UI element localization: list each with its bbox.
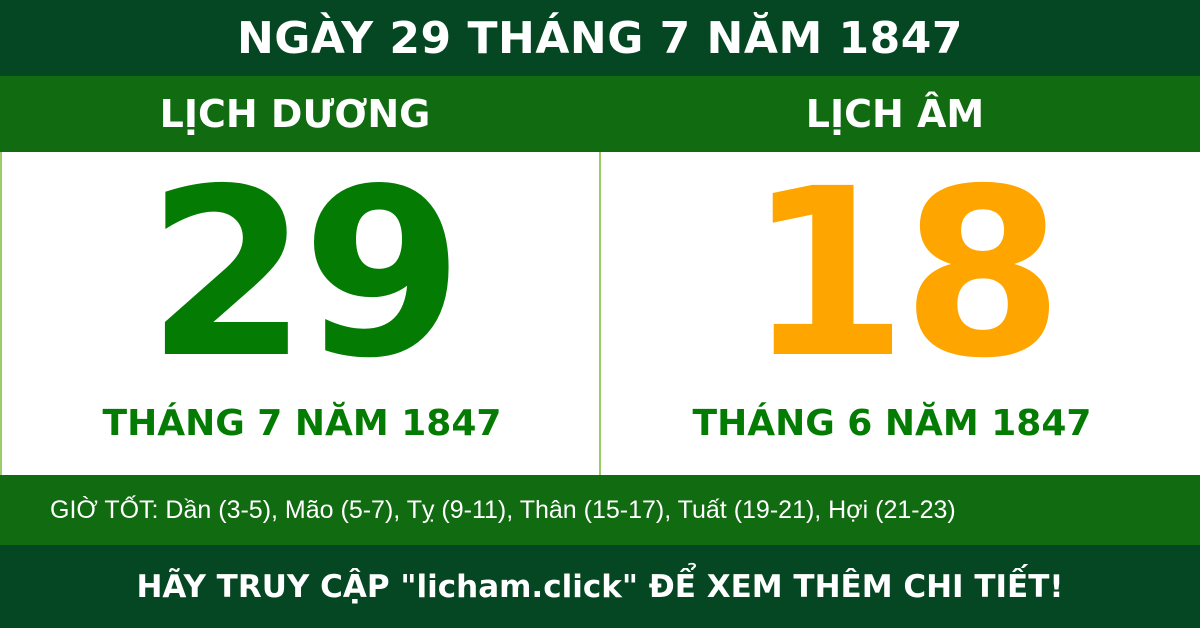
solar-calendar-label: LỊCH DƯƠNG — [159, 92, 431, 136]
lunar-day: 18 — [746, 156, 1064, 392]
calendar-headers: LỊCH DƯƠNG LỊCH ÂM — [0, 76, 1200, 152]
solar-month-year: THÁNG 7 NĂM 1847 — [102, 403, 502, 444]
solar-day: 29 — [146, 156, 464, 392]
column-divider — [599, 152, 601, 475]
lunar-month-year: THÁNG 6 NĂM 1847 — [692, 403, 1092, 444]
good-hours: GIỜ TỐT: Dần (3-5), Mão (5-7), Tỵ (9-11)… — [0, 475, 1200, 545]
lunar-calendar-label: LỊCH ÂM — [805, 92, 985, 136]
footer-cta: HÃY TRUY CẬP "licham.click" ĐỂ XEM THÊM … — [0, 545, 1200, 628]
page-title: NGÀY 29 THÁNG 7 NĂM 1847 — [0, 0, 1200, 76]
